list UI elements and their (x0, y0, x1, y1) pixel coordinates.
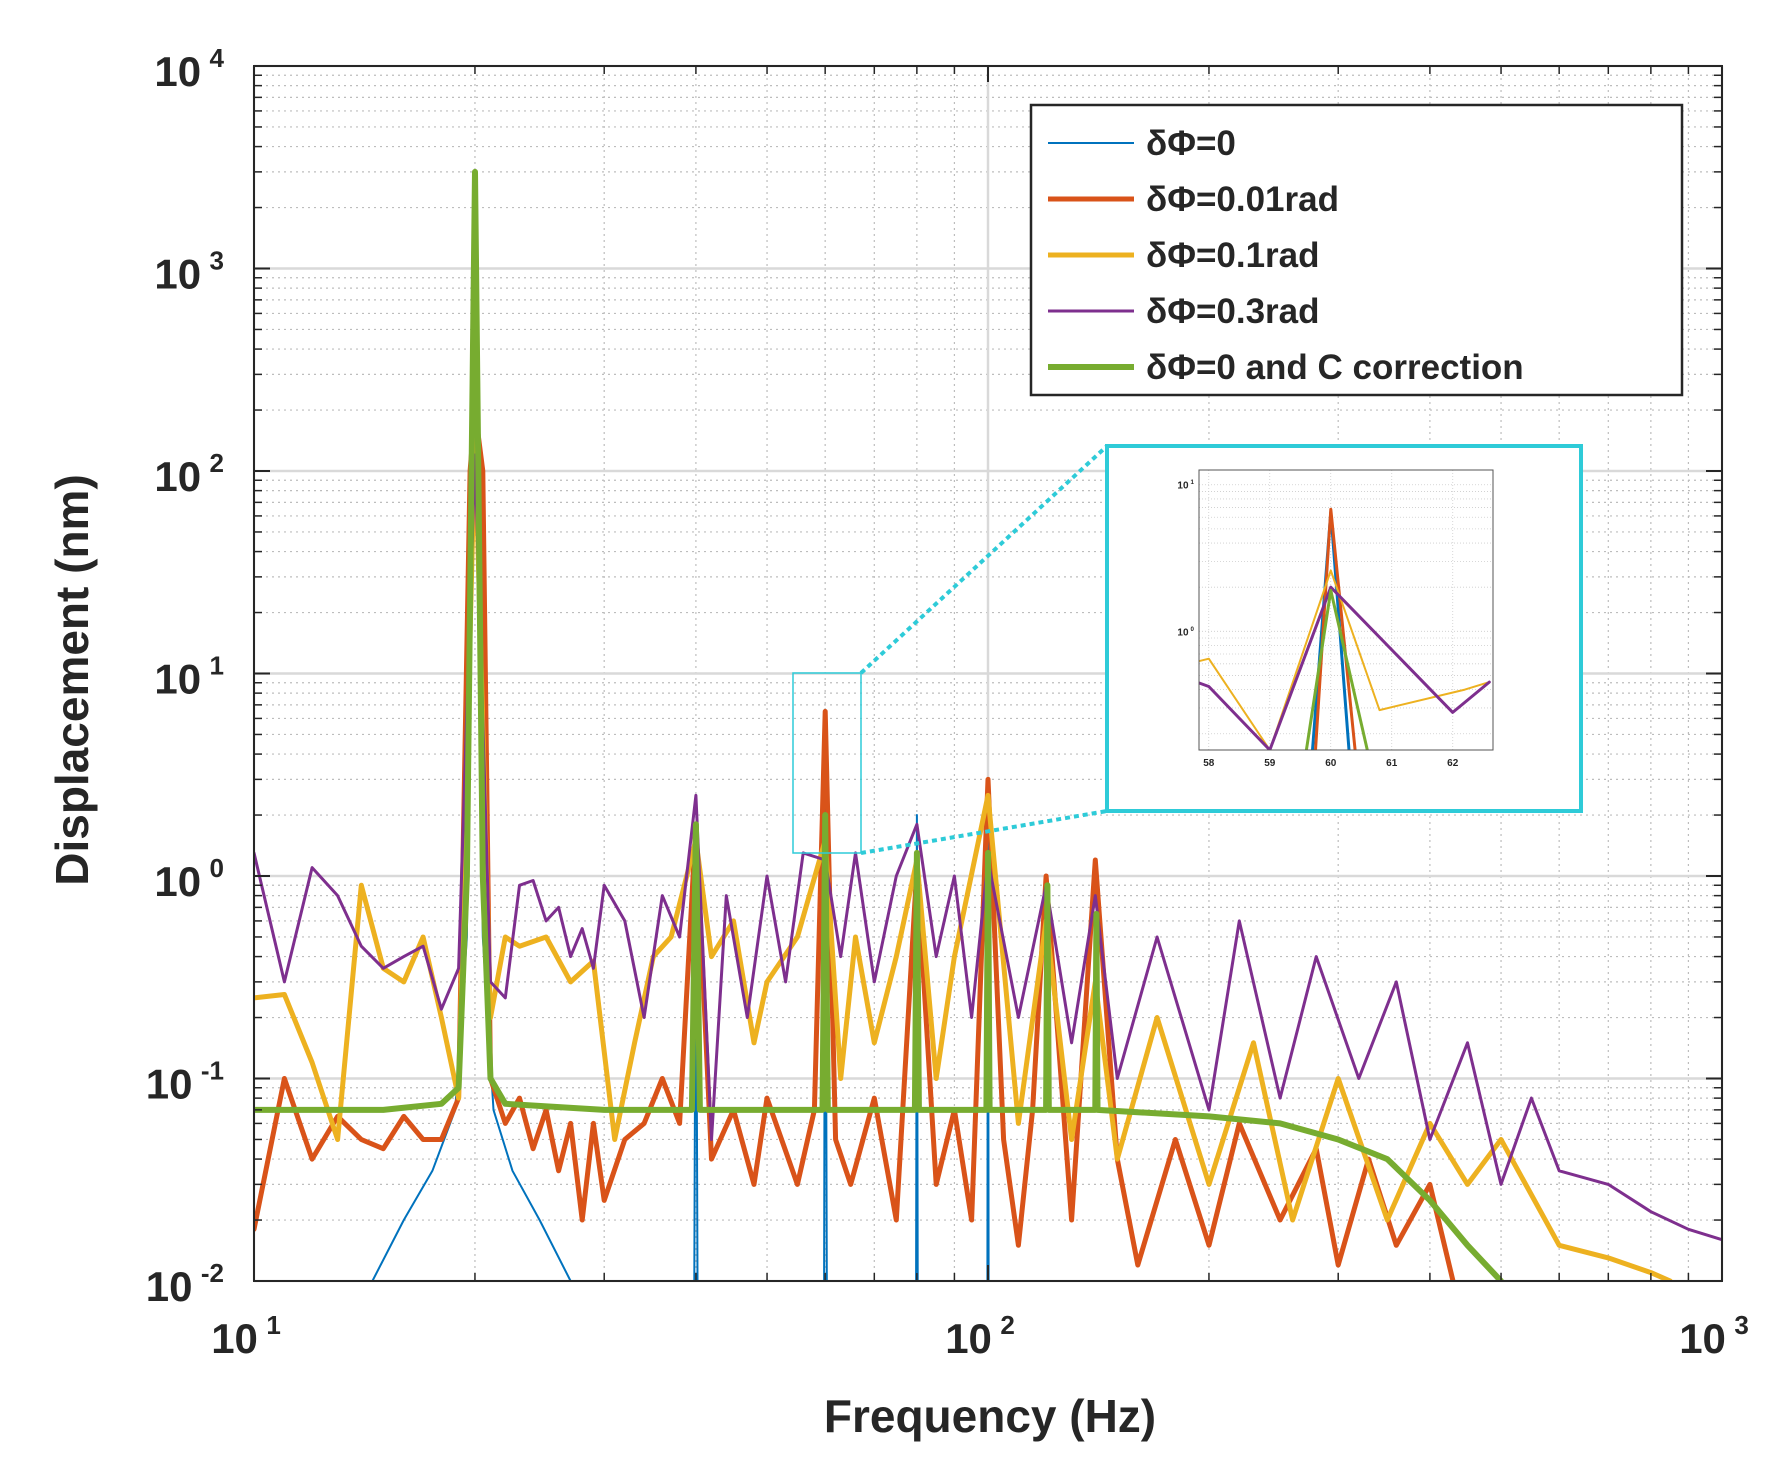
y-tick-label: 10 0 (154, 853, 224, 905)
x-tick-label: 10 1 (211, 1310, 281, 1362)
x-tick-label-exponent: 1 (266, 1310, 280, 1340)
x-axis-label: Frequency (Hz) (824, 1390, 1156, 1442)
inset-y-tick-label: 10 0 (1177, 626, 1194, 639)
y-tick-label-base: 10 (154, 858, 201, 905)
inset-x-tick-label: 61 (1386, 758, 1398, 769)
y-tick-label-base: 10 (154, 453, 201, 500)
inset-y-tick-label-exponent: 0 (1191, 626, 1195, 633)
data-line (1304, 588, 1369, 750)
legend-label: δΦ=0 and C correction (1146, 348, 1524, 387)
inset-y-tick-label: 10 1 (1177, 479, 1194, 492)
x-tick-label-base: 10 (945, 1315, 992, 1362)
legend-label: δΦ=0.01rad (1146, 180, 1339, 219)
inset-y-tick-label-exponent: 1 (1191, 479, 1195, 486)
inset-y-tick-label-base: 10 (1177, 481, 1189, 492)
y-tick-label-base: 10 (154, 656, 201, 703)
x-tick-label: 10 2 (945, 1310, 1015, 1362)
legend-box (1029, 103, 1684, 397)
legend-label: δΦ=0.1rad (1146, 236, 1320, 275)
y-tick-label: 10 4 (154, 43, 224, 95)
x-tick-label-base: 10 (1679, 1315, 1726, 1362)
inset-plot-frame (1198, 469, 1494, 751)
inset-x-tick-label: 62 (1447, 758, 1459, 769)
x-tick-label-exponent: 3 (1734, 1310, 1748, 1340)
data-line (254, 168, 1504, 1281)
y-tick-label-exponent: -2 (201, 1258, 224, 1288)
data-line (1199, 569, 1491, 750)
y-tick-label: 10 3 (154, 246, 224, 298)
inset-series-group (1199, 507, 1491, 750)
y-tick-label-exponent: 4 (210, 43, 225, 73)
x-tick-label-base: 10 (211, 1315, 258, 1362)
inset-y-tick-label-base: 10 (1177, 627, 1189, 638)
legend-label: δΦ=0.3rad (1146, 292, 1320, 331)
y-tick-label-base: 10 (154, 48, 201, 95)
y-tick-label: 10 -2 (146, 1258, 224, 1310)
y-tick-label-exponent: 3 (210, 246, 224, 276)
y-tick-label: 10 -1 (146, 1056, 224, 1108)
legend-label: δΦ=0 (1146, 124, 1236, 163)
zoom-box (792, 672, 862, 854)
inset-x-tick-label: 58 (1203, 758, 1215, 769)
y-tick-label-exponent: -1 (201, 1056, 224, 1086)
inset-x-tick-label: 59 (1264, 758, 1276, 769)
y-tick-label: 10 1 (154, 651, 224, 703)
y-axis-label: Displacement (nm) (46, 474, 98, 886)
inset-x-tick-label: 60 (1325, 758, 1337, 769)
legend: δΦ=0 δΦ=0.01rad δΦ=0.1rad δΦ=0.3rad δΦ=0 and… (1029, 103, 1684, 397)
data-line (1314, 507, 1357, 750)
x-tick-label-exponent: 2 (1000, 1310, 1014, 1340)
y-tick-label-exponent: 0 (210, 853, 224, 883)
ticks: 10 1 10 2 10 310 -210 -110 010 110 210 310 4 (146, 43, 1749, 1362)
y-tick-label-base: 10 (146, 1263, 193, 1310)
y-tick-label: 10 2 (154, 448, 224, 500)
y-tick-label-exponent: 2 (210, 448, 224, 478)
x-tick-label: 10 3 (1679, 1310, 1749, 1362)
y-tick-label-base: 10 (146, 1061, 193, 1108)
y-tick-label-base: 10 (154, 251, 201, 298)
zoom-connector (860, 809, 1108, 855)
data-line (1199, 585, 1491, 750)
zoom-connector (859, 444, 1109, 675)
y-tick-label-exponent: 1 (210, 651, 224, 681)
